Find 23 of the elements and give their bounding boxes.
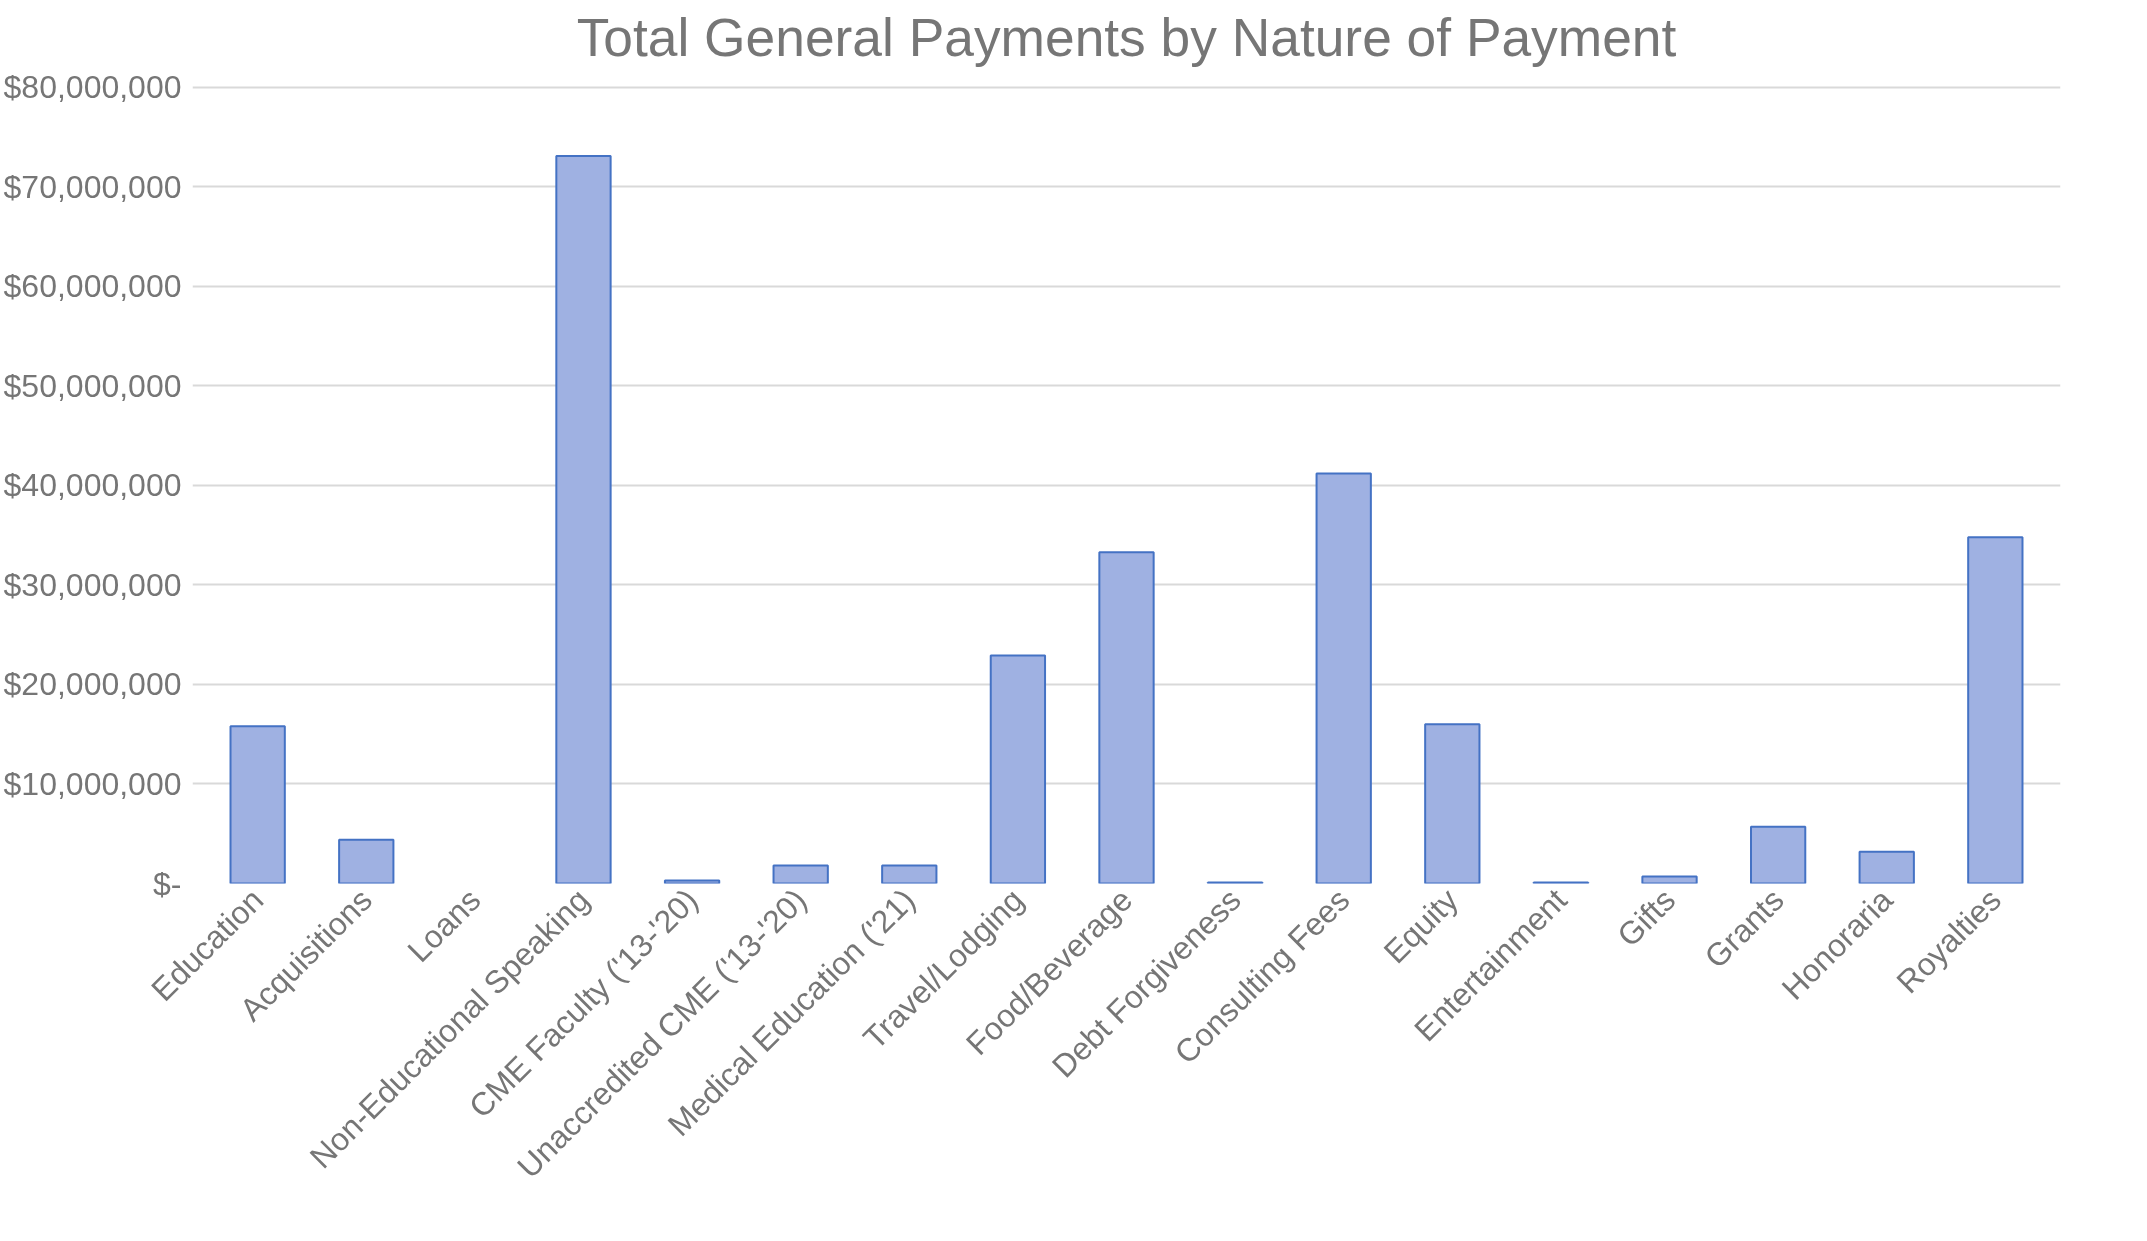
y-tick-label: $80,000,000	[3, 69, 182, 106]
y-tick-label: $10,000,000	[3, 765, 182, 802]
bar	[1641, 875, 1698, 884]
chart-title: Total General Payments by Nature of Payment	[576, 7, 1677, 67]
bar	[555, 155, 612, 884]
y-tick-label: $70,000,000	[3, 168, 182, 205]
y-tick-label: $60,000,000	[3, 268, 182, 305]
bar	[881, 864, 938, 884]
bar	[229, 725, 286, 884]
bar	[1967, 536, 2024, 884]
bar	[1315, 472, 1372, 884]
bar	[1858, 850, 1915, 884]
bar	[772, 864, 829, 884]
bar	[1098, 551, 1155, 884]
y-tick-label: $50,000,000	[3, 367, 182, 404]
y-tick-label: $30,000,000	[3, 566, 182, 603]
x-tick-label: Gifts	[1610, 881, 1683, 954]
y-tick-label: $20,000,000	[3, 666, 182, 703]
bar	[989, 654, 1047, 884]
bar	[338, 838, 395, 884]
bar	[1424, 723, 1481, 884]
bar	[1749, 825, 1807, 884]
y-tick-label: $40,000,000	[3, 467, 182, 504]
